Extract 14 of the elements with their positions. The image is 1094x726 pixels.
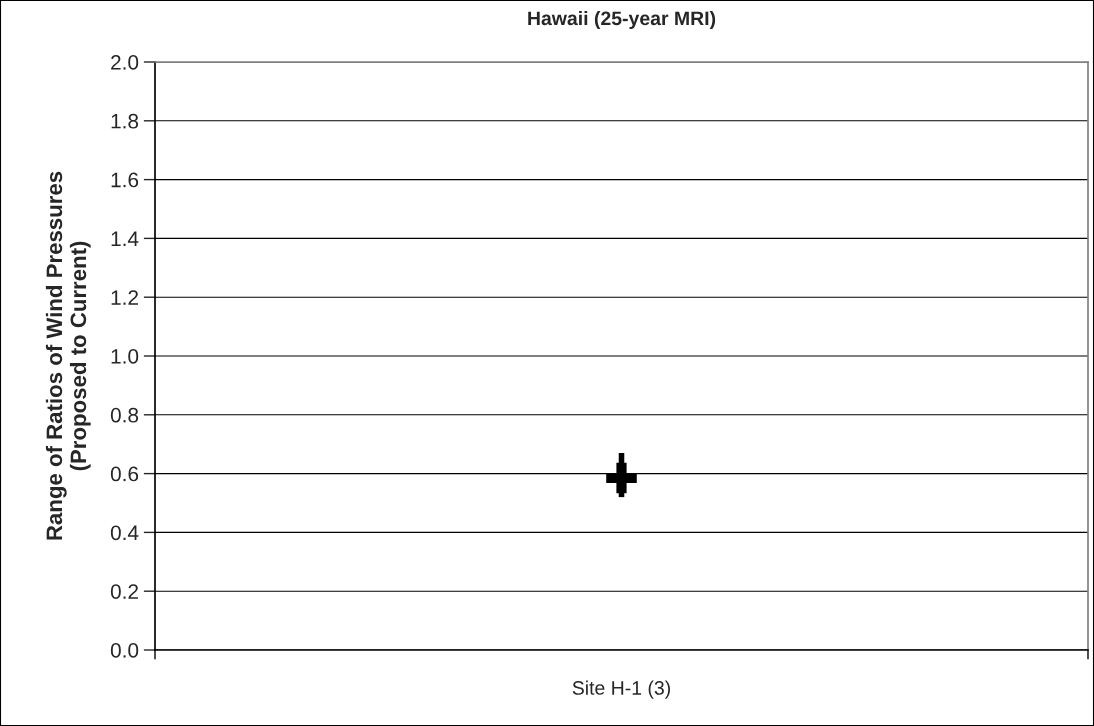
y-tick-label: 1.4: [111, 231, 139, 246]
y-tick-label: 0.4: [110, 525, 139, 541]
y-tick-label: 0.8: [110, 407, 139, 423]
y-tick-label: 1.6: [111, 172, 139, 188]
y-tick-label: 0.2: [110, 584, 138, 599]
y-tick-label: 2.0: [111, 55, 139, 70]
x-tick-label: Site H-1 (3): [572, 680, 670, 699]
y-tick-label: 1.8: [111, 113, 139, 129]
y-tick-label: 1.0: [111, 349, 139, 364]
y-axis-title: Range of Ratios of Wind Pressures (Proposed to Current): [45, 171, 91, 540]
y-tick-label: 0.6: [110, 466, 139, 482]
y-tick-label: 0.0: [110, 643, 139, 658]
y-tick-label: 1.2: [111, 290, 138, 305]
chart-title: Hawaii (25-year MRI): [528, 10, 716, 30]
